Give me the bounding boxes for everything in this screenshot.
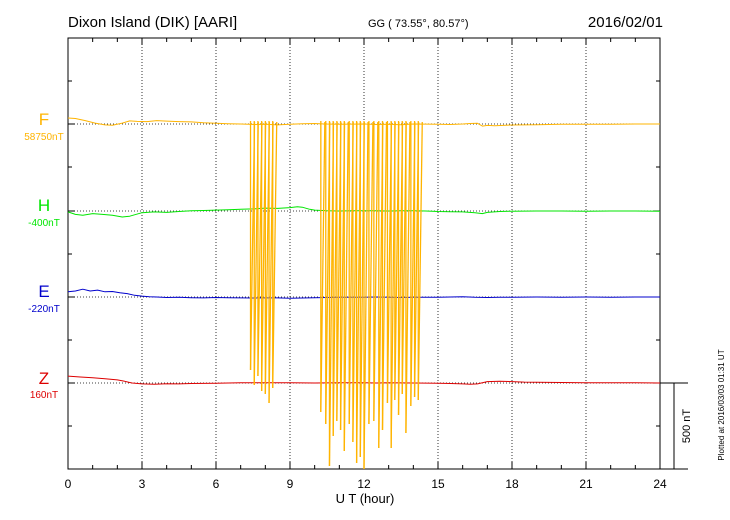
station-coords: GG ( 73.55°, 80.57°)	[368, 18, 469, 30]
series-line-F	[67, 117, 660, 127]
f-spike-return	[373, 121, 379, 422]
x-tick-label: 24	[653, 477, 667, 491]
series-label-F: F	[39, 110, 49, 129]
f-spike-return	[363, 121, 369, 470]
baseline-label-F: 58750nT	[24, 132, 63, 143]
x-tick-label: 9	[287, 477, 294, 491]
series-label-H: H	[38, 196, 50, 215]
x-tick-label: 0	[65, 477, 72, 491]
x-tick-label: 18	[505, 477, 519, 491]
series-label-Z: Z	[39, 369, 49, 388]
series-line-H	[67, 206, 661, 218]
series-line-Z	[67, 375, 661, 385]
station-title: Dixon Island (DIK) [AARI]	[68, 14, 237, 31]
scale-bar	[660, 382, 688, 470]
f-spike-return	[368, 121, 374, 425]
series-line-E	[67, 288, 660, 299]
baseline-label-E: -220nT	[28, 304, 60, 315]
f-spike-return	[381, 121, 388, 431]
ticks	[67, 38, 661, 469]
x-tick-label: 6	[213, 477, 220, 491]
plotted-note: Plotted at 2016/03/03 01:31 UT	[717, 349, 726, 460]
x-tick-label: 21	[579, 477, 593, 491]
f-spike-return	[417, 121, 423, 401]
f-spike-return	[405, 121, 411, 434]
date-label: 2016/02/01	[588, 14, 663, 31]
scale-bar-label: 500 nT	[681, 409, 693, 444]
x-tick-label: 12	[357, 477, 371, 491]
f-spike-return	[320, 121, 326, 413]
baseline-label-Z: 160nT	[30, 390, 58, 401]
x-axis-label: U T (hour)	[336, 491, 395, 506]
series-label-E: E	[38, 282, 49, 301]
x-tick-label: 3	[139, 477, 146, 491]
x-tick-label: 15	[431, 477, 445, 491]
series-F-spikes	[249, 121, 423, 470]
baseline-label-H: -400nT	[28, 218, 60, 229]
f-spike-return	[343, 121, 349, 452]
f-spike-return	[272, 121, 278, 389]
